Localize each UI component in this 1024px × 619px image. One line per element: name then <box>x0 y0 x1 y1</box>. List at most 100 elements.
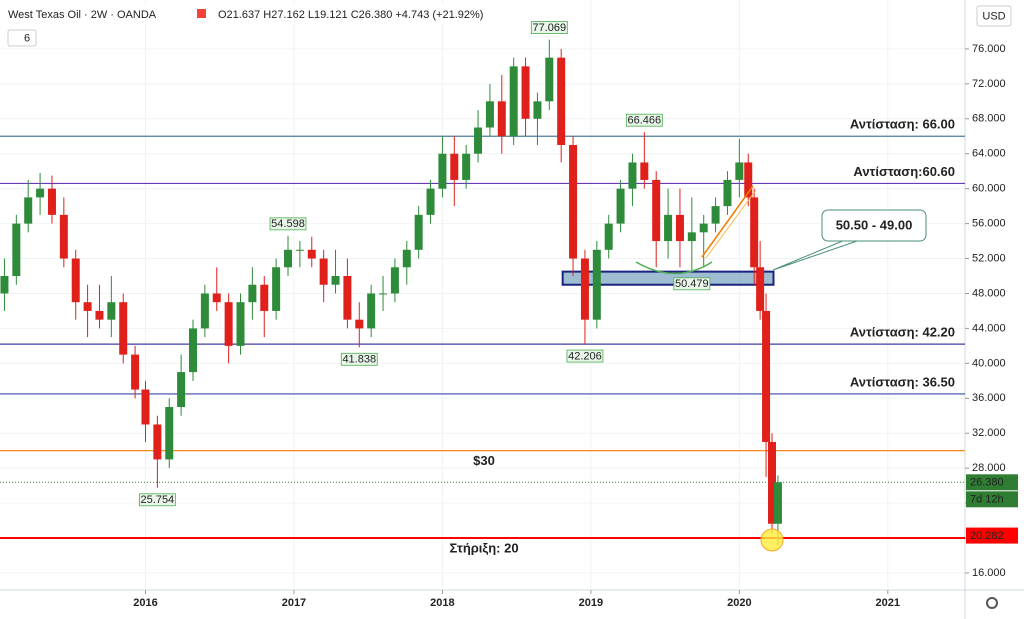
candle-body <box>47 188 56 215</box>
y-tick-label: 44.000 <box>972 322 1006 334</box>
candle-body <box>200 293 209 329</box>
candle-body <box>580 258 589 320</box>
overlay: 16.00020.00024.00028.00032.00036.00040.0… <box>133 21 1018 609</box>
candle-body <box>497 101 506 137</box>
candle-body <box>533 101 542 119</box>
extreme-box <box>138 493 176 507</box>
extreme-box <box>625 113 663 127</box>
candle-body <box>24 197 33 224</box>
level-label: Αντίσταση: 42.20 <box>850 325 955 340</box>
candle-body <box>521 66 530 119</box>
candle-body <box>307 249 316 259</box>
candle-body <box>12 223 21 277</box>
extreme-box <box>269 217 307 231</box>
candle-body <box>295 249 304 251</box>
x-tick-label: 2017 <box>282 597 306 609</box>
candle-body <box>107 302 116 320</box>
candle-body <box>224 302 233 346</box>
candle-body <box>165 407 174 460</box>
candle-body <box>604 223 613 250</box>
candle-body <box>426 188 435 215</box>
candle-body <box>652 179 661 242</box>
extreme-label: 25.754 <box>141 494 175 506</box>
candle-body <box>509 66 518 137</box>
level-label: Αντίσταση:60.60 <box>853 164 955 179</box>
candle-body <box>699 223 708 233</box>
settings-icon[interactable] <box>986 597 998 609</box>
candle-body <box>189 328 197 373</box>
symbol-title: West Texas Oil · 2W · OANDA <box>8 9 157 21</box>
candle-body <box>640 162 649 180</box>
candle-body <box>284 249 293 268</box>
candle-body <box>272 267 281 311</box>
currency[interactable]: USD <box>982 10 1005 22</box>
candle-body <box>773 482 782 524</box>
candle-body <box>545 57 554 102</box>
candle-body <box>462 153 471 180</box>
y-tick-label: 60.000 <box>972 183 1006 195</box>
candle-body <box>141 389 150 425</box>
candle-body <box>628 162 637 189</box>
y-tick-label: 32.000 <box>972 427 1006 439</box>
candle-body <box>131 354 140 390</box>
indicator-count[interactable]: 6 <box>24 32 30 44</box>
price-badge-label: 26.380 <box>970 477 1004 489</box>
extreme-box <box>340 352 378 366</box>
x-tick-label: 2016 <box>133 597 157 609</box>
y-tick-label: 56.000 <box>972 218 1006 230</box>
candle-body <box>438 153 447 189</box>
extreme-label: 42.206 <box>568 350 602 362</box>
y-tick-label: 40.000 <box>972 357 1006 369</box>
candle-body <box>675 214 684 242</box>
callout-pointer <box>772 239 861 271</box>
candle-body <box>248 284 257 303</box>
trend-line <box>705 189 757 259</box>
candle-body <box>768 441 776 524</box>
level-label: Αντίσταση: 36.50 <box>850 374 955 389</box>
extreme-label: 50.479 <box>675 278 709 290</box>
x-tick-label: 2018 <box>430 597 454 609</box>
candle-body <box>71 258 80 303</box>
y-tick-label: 76.000 <box>972 43 1006 55</box>
extreme-box <box>566 349 604 363</box>
extreme-box <box>530 21 568 34</box>
price-badge <box>966 474 1018 491</box>
candle-body <box>474 127 483 154</box>
ohlc-quote: O21.637 H27.162 L19.121 C26.380 +4.743 (… <box>218 9 483 21</box>
extreme-label: 54.598 <box>271 218 305 230</box>
candle-body <box>711 206 720 224</box>
candle-body <box>83 302 92 311</box>
candle-body <box>119 302 128 355</box>
candle-body <box>212 293 221 303</box>
countdown-badge <box>966 491 1018 508</box>
candle-body <box>569 144 578 259</box>
x-tick-label: 2021 <box>876 597 900 609</box>
extreme-label: 77.069 <box>532 22 566 34</box>
currency-box[interactable] <box>976 5 1012 27</box>
x-tick-label: 2019 <box>579 597 603 609</box>
y-tick-label: 28.000 <box>972 462 1006 474</box>
candle-body <box>557 57 566 145</box>
indicator-toggle[interactable] <box>7 29 37 47</box>
candle-body <box>450 153 459 180</box>
y-tick-label: 48.000 <box>972 287 1006 299</box>
candle-body <box>0 276 9 294</box>
candle-body <box>592 249 601 320</box>
candle-body <box>390 267 399 294</box>
candle-body <box>723 179 732 207</box>
candle-body <box>153 424 162 460</box>
candle-body <box>59 214 68 259</box>
header-bg <box>0 4 520 24</box>
candle-body <box>331 276 340 285</box>
y-tick-label: 52.000 <box>972 252 1006 264</box>
candle-body <box>744 162 753 198</box>
candle-body <box>319 258 328 285</box>
price-badge-label: 20.282 <box>970 530 1004 542</box>
countdown: 7d 12h <box>970 494 1004 506</box>
y-tick-label: 64.000 <box>972 148 1006 160</box>
trend-line <box>701 185 754 258</box>
candle-body <box>616 188 625 224</box>
level-label: $30 <box>473 453 495 468</box>
candle-body <box>177 372 186 408</box>
